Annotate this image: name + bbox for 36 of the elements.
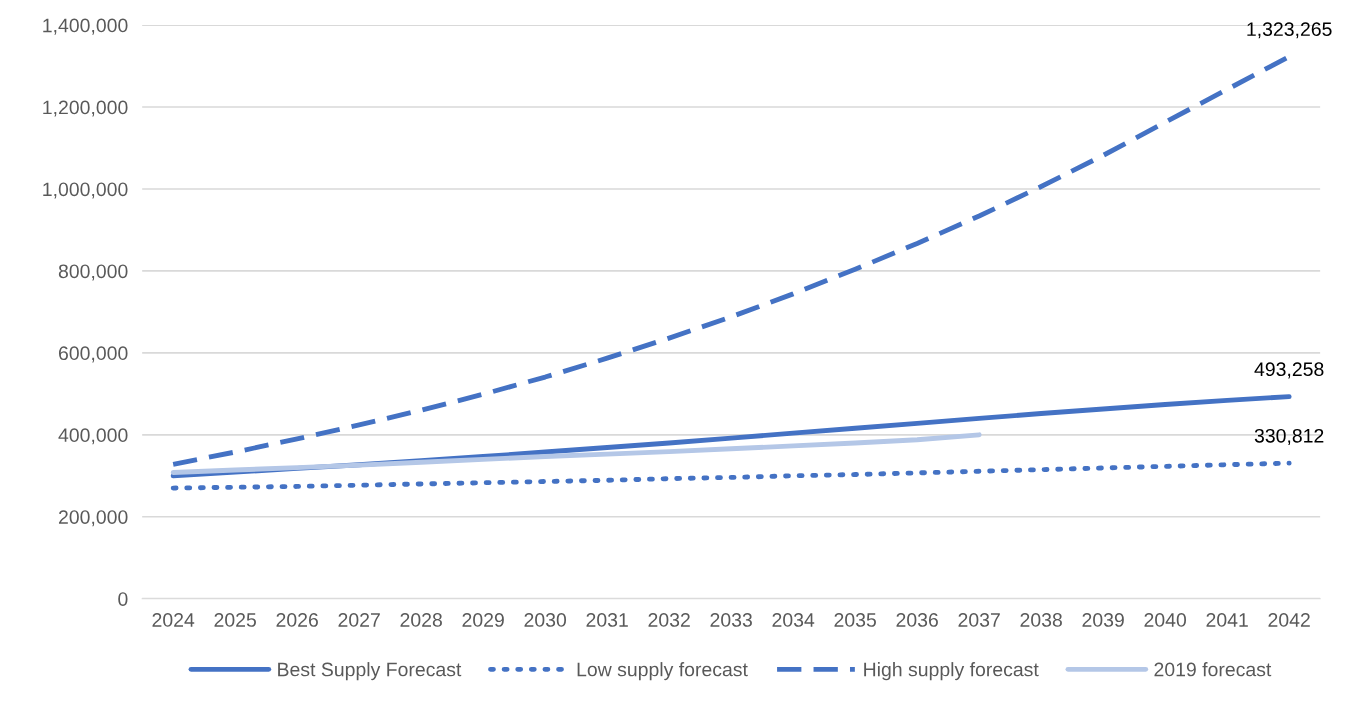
line-series: [170, 432, 982, 475]
x-tick-label: 2036: [896, 613, 938, 627]
legend-label: High supply forecast: [864, 662, 1039, 681]
x-tick-label: 2026: [276, 613, 318, 627]
x-tick-label: 2033: [710, 613, 752, 627]
y-tick-label: 1,200,000: [43, 100, 128, 117]
x-tick-label: 2040: [1144, 613, 1187, 627]
x-tick-label: 2028: [400, 613, 442, 627]
legend-label: Best Supply Forecast: [278, 662, 462, 681]
x-tick-label: 2032: [648, 613, 690, 627]
x-tick-label: 2024: [152, 613, 195, 627]
y-tick-label: 200,000: [58, 510, 128, 527]
x-tick-label: 2025: [214, 613, 256, 627]
legend-label: 2019 forecast: [1154, 662, 1272, 677]
x-tick-label: 2030: [524, 613, 567, 627]
x-tick-label: 2037: [958, 613, 1000, 627]
legend-label: Low supply forecast: [577, 662, 748, 681]
x-tick-label: 2042: [1268, 613, 1310, 627]
x-tick-label: 2038: [1020, 613, 1062, 627]
line-series: [170, 460, 1292, 491]
x-tick-label: 2029: [462, 613, 504, 627]
data-label: 493,258: [1254, 362, 1324, 379]
y-tick-label: 600,000: [58, 346, 128, 363]
y-tick-label: 400,000: [58, 428, 128, 445]
data-label: 1,323,265: [1247, 22, 1332, 39]
x-tick-label: 2039: [1082, 613, 1124, 627]
x-tick-label: 2027: [338, 613, 380, 627]
data-label: 330,812: [1254, 428, 1324, 445]
y-tick-label: 1,400,000: [43, 18, 128, 35]
x-tick-label: 2035: [834, 613, 876, 627]
x-tick-label: 2031: [586, 613, 628, 627]
y-tick-label: 800,000: [58, 264, 128, 281]
x-tick-label: 2034: [772, 613, 815, 627]
y-tick-label: 1,000,000: [43, 182, 128, 199]
x-tick-label: 2041: [1206, 613, 1248, 627]
y-tick-label: 0: [118, 592, 128, 606]
